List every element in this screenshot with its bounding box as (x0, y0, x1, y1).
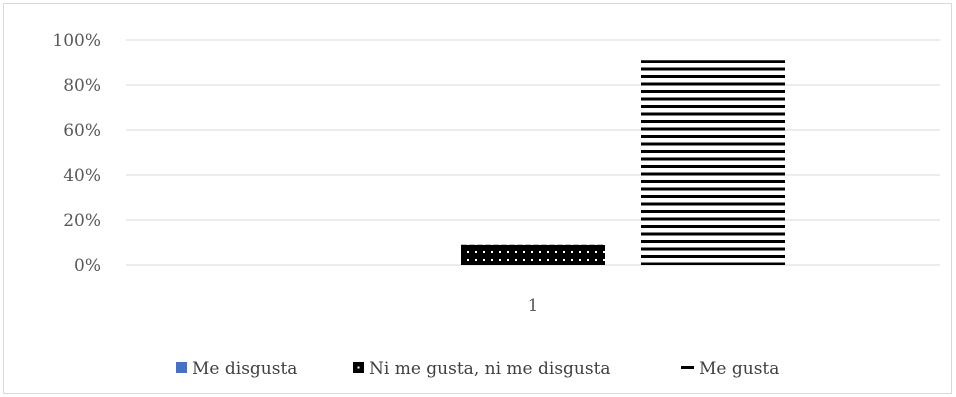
x-tick-label: 1 (528, 296, 539, 316)
legend-label: Me gusta (699, 359, 779, 379)
x-axis-ticks: 1 (528, 296, 539, 316)
legend-swatch (681, 366, 694, 369)
bars (461, 60, 785, 265)
y-tick-label: 80% (63, 76, 101, 96)
y-tick-label: 60% (63, 121, 101, 141)
bar-me-gusta (641, 60, 785, 265)
y-tick-label: 40% (63, 166, 101, 186)
legend-item: Ni me gusta, ni me disgusta (353, 359, 611, 379)
chart-frame (3, 3, 952, 394)
y-tick-label: 100% (52, 31, 101, 51)
bar-ni-me-gusta-ni-me-disgusta (461, 244, 605, 265)
y-tick-label: 0% (74, 256, 101, 276)
y-axis-ticks: 0% 20% 40% 60% 80% 100% (52, 31, 101, 276)
legend-label: Me disgusta (192, 359, 297, 379)
legend-swatch (176, 362, 187, 373)
y-tick-label: 20% (63, 211, 101, 231)
legend-item: Me gusta (681, 359, 779, 379)
legend: Me disgusta Ni me gusta, ni me disgusta Me… (176, 359, 779, 379)
legend-item: Me disgusta (176, 359, 297, 379)
legend-label: Ni me gusta, ni me disgusta (369, 359, 611, 379)
gridlines (126, 39, 940, 266)
